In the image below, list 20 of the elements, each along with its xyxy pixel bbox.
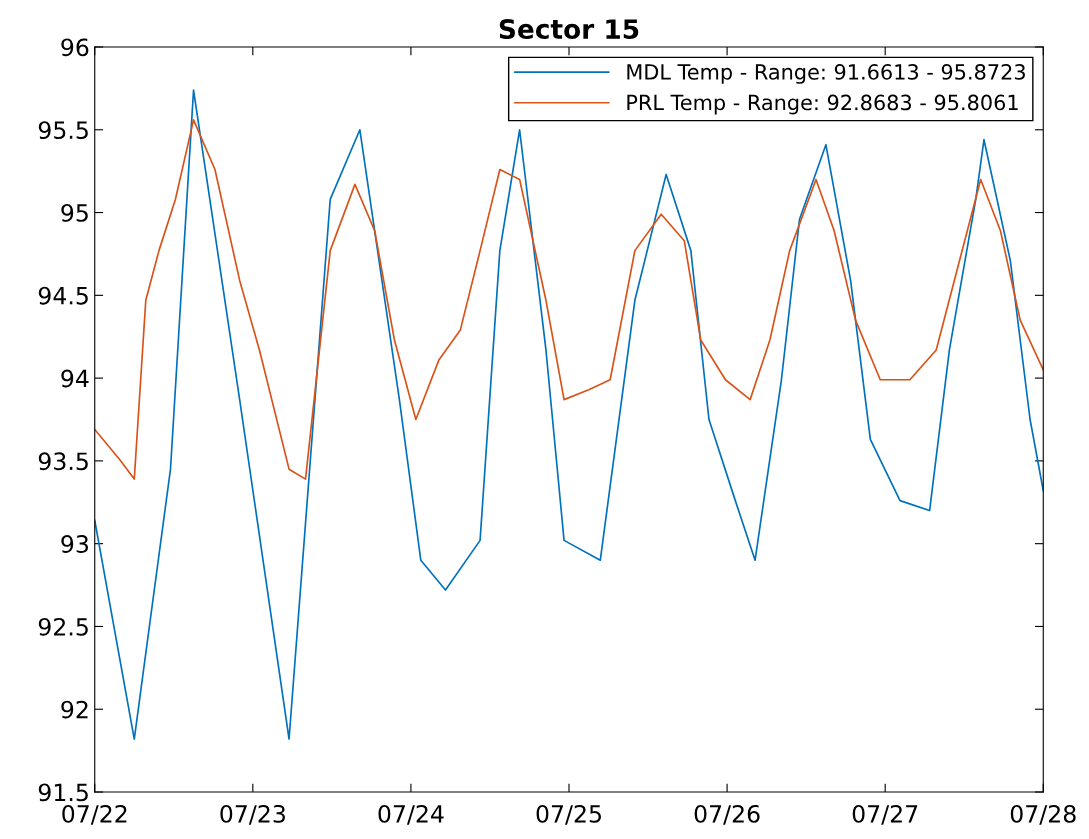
y-tick-label: 91.5	[38, 783, 88, 802]
legend-label: PRL Temp - Range: 92.8683 - 95.8061	[627, 94, 1018, 115]
x-tick-label: 07/23	[220, 804, 285, 825]
x-tick-label: 07/27	[852, 804, 918, 825]
y-tick-label: 92	[61, 700, 88, 719]
x-tick-label: 07/24	[378, 804, 444, 825]
y-tick-label: 94	[61, 369, 89, 388]
x-tick-label: 07/28	[1010, 804, 1076, 825]
x-tick-label: 07/22	[62, 804, 127, 825]
y-tick-label: 92.5	[38, 617, 88, 636]
x-tick-label: 07/26	[694, 804, 760, 825]
y-tick-label: 94.5	[38, 286, 88, 305]
y-tick-label: 95	[61, 203, 88, 222]
chart-title: Sector 15	[499, 19, 639, 40]
y-tick-label: 96	[61, 38, 89, 57]
legend-label: MDL Temp - Range: 91.6613 - 95.8723	[627, 64, 1025, 84]
y-tick-label: 95.5	[38, 121, 88, 140]
y-tick-label: 93.5	[38, 452, 88, 471]
y-tick-label: 93	[61, 535, 88, 553]
x-tick-label: 07/25	[536, 804, 601, 825]
